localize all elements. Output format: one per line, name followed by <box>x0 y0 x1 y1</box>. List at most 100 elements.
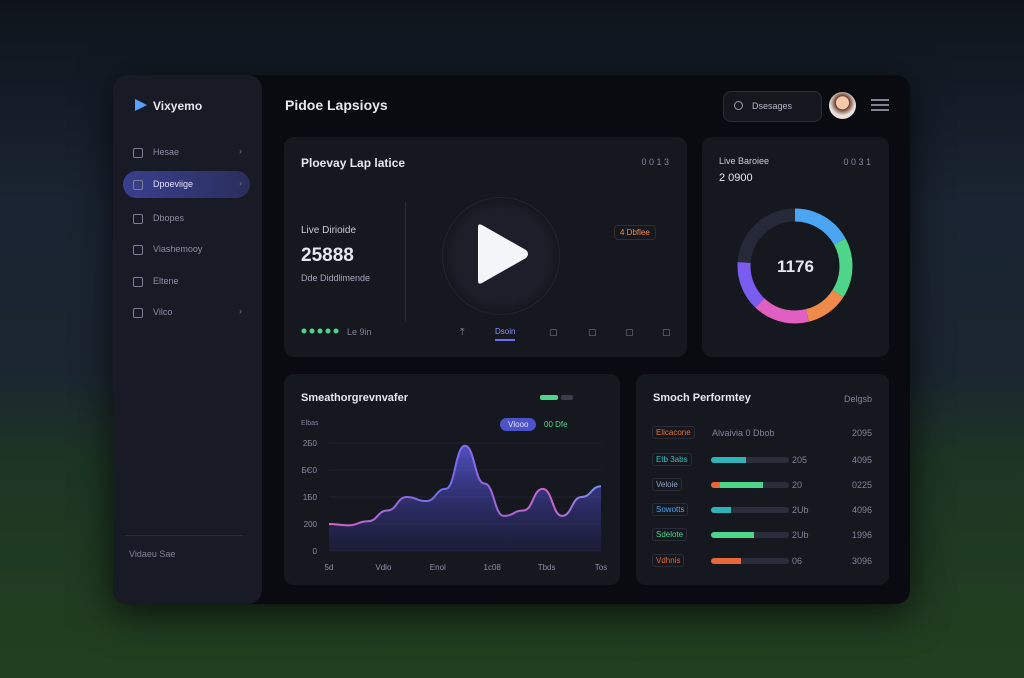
nav-label: Hesae <box>153 147 180 157</box>
divider <box>405 201 406 321</box>
y-tick-label: 0 <box>313 547 318 556</box>
nav-label: Dbopes <box>153 213 185 223</box>
area-fill <box>329 445 601 551</box>
bar-track <box>711 507 789 513</box>
card-title: Ploevay Lap latice <box>301 156 406 170</box>
donut-chart <box>737 208 853 324</box>
donut-center: 1176 <box>777 257 814 276</box>
card-title: Smeathorgrevnvafer <box>301 392 408 404</box>
nav-icon <box>133 214 143 224</box>
page-title: Pidoe Lapsioys <box>285 97 388 113</box>
tab-active[interactable]: Dsoin <box>495 327 516 341</box>
nav-item[interactable]: Dpoeviige › <box>123 171 250 198</box>
player-card: Ploevay Lap latice 0 0 1 3 Live Dirioide… <box>284 137 687 357</box>
y-tick-label: 1Б0 <box>303 493 318 502</box>
video-area <box>442 197 560 315</box>
x-tick-label: Enol <box>430 563 446 572</box>
nav-item[interactable]: Viashemooy <box>123 236 250 263</box>
axis-label: Elbas <box>301 420 319 427</box>
row-label: Elicacone <box>652 426 695 439</box>
donut-segment <box>737 208 853 324</box>
bar <box>711 558 741 564</box>
card-title: Smoch Performtey <box>653 392 751 404</box>
chevron: › <box>239 146 242 156</box>
avatar[interactable] <box>829 92 856 119</box>
bar-track <box>711 558 789 564</box>
nav-label: Viashemooy <box>153 244 203 254</box>
row-right: 0225 <box>851 480 872 490</box>
x-tick-label: Tos <box>595 563 607 572</box>
sidebar-footer[interactable]: Vidaeu Sae <box>129 549 176 559</box>
brand: Vixyemo <box>153 99 203 113</box>
nav-label: Vilco <box>153 307 173 317</box>
row-right: 3096 <box>851 556 872 566</box>
x-tick-label: Vdlo <box>375 563 392 572</box>
row-value: 2Ub <box>792 530 809 540</box>
row-value: 20 <box>792 480 803 490</box>
row-right: 1996 <box>851 530 872 540</box>
area-card: Smeathorgrevnvafer Vlooo 00 Dfe Elbas 0 2… <box>284 374 620 585</box>
bar-track <box>711 482 789 488</box>
row-label: Sowotts <box>652 503 689 516</box>
status-text: Le 9in <box>347 327 372 337</box>
donut-segment <box>737 208 853 324</box>
card-title: Live Baroiee <box>719 156 770 166</box>
y-tick-label: БЄ0 <box>302 466 318 475</box>
row-right: 4096 <box>851 505 872 515</box>
card-corner: 0 0 1 3 <box>641 157 669 167</box>
donut-segment <box>737 208 853 324</box>
row-value: 06 <box>792 556 803 566</box>
bar-track <box>711 457 789 463</box>
chevron: › <box>239 306 242 316</box>
row-label: Veloie <box>652 478 682 491</box>
donut-segment <box>737 208 853 324</box>
bar <box>720 482 764 488</box>
divider <box>125 535 243 536</box>
donut-card: Live Baroiee 0 0 3 1 2 0900 1176 <box>702 137 889 357</box>
row-label: Sdelote <box>652 528 688 541</box>
row-value: 205 <box>792 455 808 465</box>
row-value: 2Ub <box>792 505 809 515</box>
nav-item[interactable]: Vilco › <box>123 299 250 326</box>
legend-item: 00 Dfe <box>544 420 568 429</box>
legend-pill[interactable]: Vlooo <box>500 418 537 431</box>
search-text: Dsesages <box>752 101 793 111</box>
nav-label: Eltene <box>153 276 179 286</box>
x-tick-label: 5d <box>325 563 334 572</box>
stat-label: Live Dirioide <box>301 225 357 236</box>
row-label: Etb 3abs <box>652 453 692 466</box>
bar <box>711 482 721 488</box>
stat-sub: Dde Diddlimende <box>301 273 371 283</box>
bar-track <box>711 532 789 538</box>
bar <box>711 457 747 463</box>
row-note: Alvaivia 0 Dbob <box>712 428 775 438</box>
y-tick-label: 2Б0 <box>303 439 318 448</box>
stat-value: 25888 <box>301 245 354 266</box>
bar <box>711 507 731 513</box>
logo <box>135 99 147 111</box>
sidebar: Vixyemo Vidaeu Sae Hesae › Dpoeviige › Dbope… <box>113 75 262 604</box>
nav-item[interactable]: Dbopes <box>123 205 250 232</box>
nav-icon <box>133 148 143 158</box>
area-line <box>328 444 602 527</box>
chevron: › <box>239 178 242 188</box>
play-button[interactable] <box>474 223 530 285</box>
row-label: Vdhnis <box>652 554 685 567</box>
nav-icon <box>133 245 143 255</box>
nav-item[interactable]: Hesae › <box>123 139 250 166</box>
search-box[interactable]: Dsesages <box>723 91 822 122</box>
x-tick-label: 1c08 <box>484 563 502 572</box>
badge: 4 Dbflee <box>614 225 656 240</box>
card-corner: Delgsb <box>843 394 872 404</box>
row-right: 4095 <box>851 455 872 465</box>
status-dots <box>301 328 339 334</box>
nav-icon <box>133 180 143 190</box>
menu-icon[interactable] <box>871 98 889 112</box>
nav-item[interactable]: Eltene <box>123 268 250 295</box>
card-corner: 0 0 3 1 <box>843 157 871 167</box>
performance-card: Smoch Performtey Delgsb Elicacone Alvaivi… <box>636 374 889 585</box>
row-right: 2095 <box>851 428 872 438</box>
y-tick-label: 200 <box>304 520 318 529</box>
nav-icon <box>133 308 143 318</box>
